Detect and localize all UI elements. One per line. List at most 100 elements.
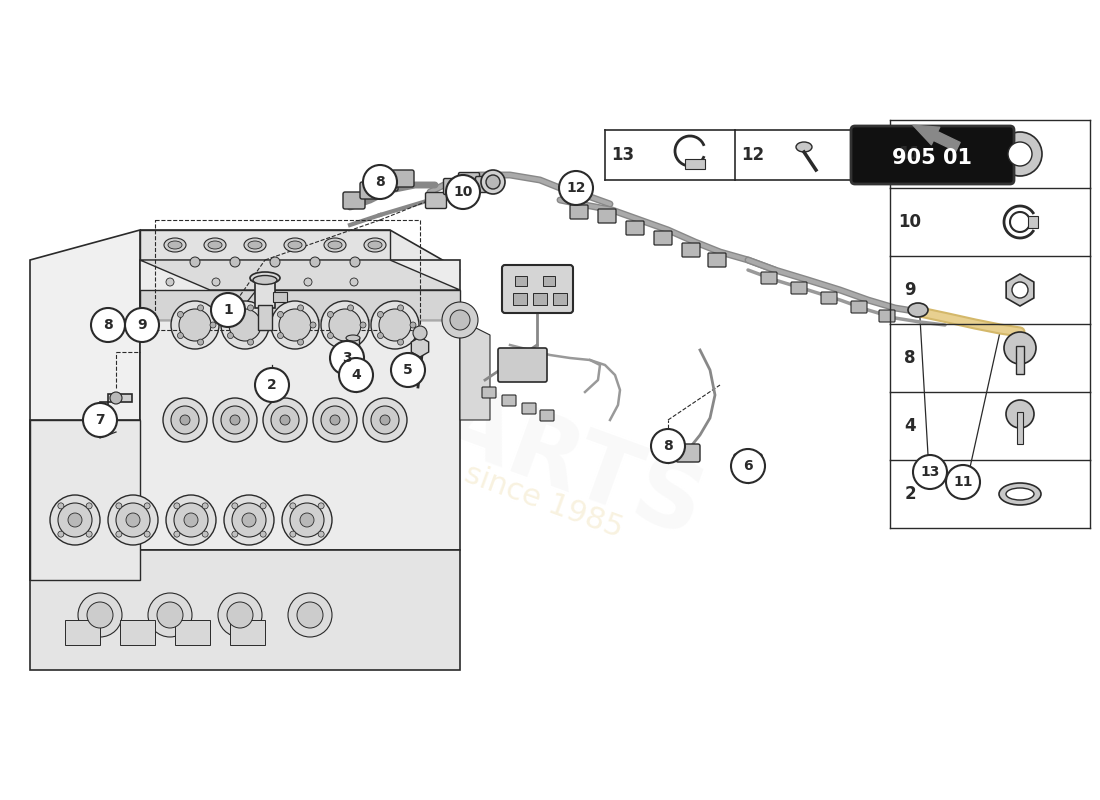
Circle shape bbox=[330, 415, 340, 425]
Text: 11: 11 bbox=[954, 475, 972, 489]
Circle shape bbox=[318, 503, 324, 509]
FancyBboxPatch shape bbox=[343, 192, 365, 209]
Circle shape bbox=[288, 593, 332, 637]
FancyBboxPatch shape bbox=[821, 292, 837, 304]
Circle shape bbox=[330, 341, 364, 375]
FancyBboxPatch shape bbox=[570, 205, 589, 219]
Ellipse shape bbox=[208, 241, 222, 249]
Circle shape bbox=[230, 257, 240, 267]
Circle shape bbox=[446, 175, 480, 209]
FancyBboxPatch shape bbox=[475, 177, 496, 193]
FancyBboxPatch shape bbox=[392, 170, 414, 187]
FancyBboxPatch shape bbox=[761, 272, 777, 284]
Circle shape bbox=[1006, 400, 1034, 428]
Circle shape bbox=[248, 305, 254, 311]
Circle shape bbox=[148, 593, 192, 637]
Bar bbox=[685, 159, 705, 169]
Text: 2: 2 bbox=[904, 485, 916, 503]
FancyBboxPatch shape bbox=[682, 243, 700, 257]
Circle shape bbox=[166, 278, 174, 286]
Circle shape bbox=[190, 257, 200, 267]
Polygon shape bbox=[140, 260, 460, 550]
Circle shape bbox=[290, 503, 296, 509]
Circle shape bbox=[86, 531, 92, 537]
Circle shape bbox=[228, 311, 233, 318]
Ellipse shape bbox=[164, 238, 186, 252]
Circle shape bbox=[227, 602, 253, 628]
Text: ELSI PARTS: ELSI PARTS bbox=[124, 265, 715, 555]
Polygon shape bbox=[30, 230, 140, 580]
Circle shape bbox=[58, 503, 64, 509]
Circle shape bbox=[371, 406, 399, 434]
Circle shape bbox=[450, 310, 470, 330]
Polygon shape bbox=[30, 420, 460, 670]
Text: 8: 8 bbox=[375, 175, 385, 189]
FancyBboxPatch shape bbox=[376, 174, 398, 191]
Circle shape bbox=[310, 322, 316, 328]
Circle shape bbox=[297, 602, 323, 628]
Circle shape bbox=[371, 301, 419, 349]
Polygon shape bbox=[30, 420, 140, 580]
Ellipse shape bbox=[244, 238, 266, 252]
Ellipse shape bbox=[999, 483, 1041, 505]
Bar bbox=[175, 620, 210, 645]
Circle shape bbox=[377, 311, 384, 318]
FancyBboxPatch shape bbox=[502, 395, 516, 406]
Polygon shape bbox=[100, 394, 132, 414]
Circle shape bbox=[360, 322, 366, 328]
Circle shape bbox=[946, 465, 980, 499]
Circle shape bbox=[213, 398, 257, 442]
FancyArrowPatch shape bbox=[913, 126, 960, 151]
Circle shape bbox=[87, 602, 113, 628]
Circle shape bbox=[280, 415, 290, 425]
Circle shape bbox=[177, 333, 184, 338]
FancyBboxPatch shape bbox=[459, 173, 480, 189]
Text: a part for parts since 1985: a part for parts since 1985 bbox=[233, 377, 627, 543]
Circle shape bbox=[228, 333, 233, 338]
Circle shape bbox=[290, 531, 296, 537]
Circle shape bbox=[271, 301, 319, 349]
Text: 4: 4 bbox=[904, 417, 916, 435]
Bar bbox=[65, 620, 100, 645]
Text: 8: 8 bbox=[103, 318, 113, 332]
Circle shape bbox=[86, 503, 92, 509]
Circle shape bbox=[179, 309, 211, 341]
Circle shape bbox=[270, 257, 280, 267]
Text: 3: 3 bbox=[342, 351, 352, 365]
Circle shape bbox=[116, 503, 150, 537]
Circle shape bbox=[379, 309, 411, 341]
Circle shape bbox=[412, 326, 427, 340]
Circle shape bbox=[260, 503, 266, 509]
Circle shape bbox=[232, 531, 238, 537]
Ellipse shape bbox=[250, 272, 280, 284]
Text: 6: 6 bbox=[744, 459, 752, 473]
Ellipse shape bbox=[364, 238, 386, 252]
Circle shape bbox=[218, 593, 262, 637]
Circle shape bbox=[339, 358, 373, 392]
Circle shape bbox=[350, 278, 358, 286]
Text: 5: 5 bbox=[403, 363, 412, 377]
Circle shape bbox=[163, 398, 207, 442]
Circle shape bbox=[174, 531, 180, 537]
Text: 13: 13 bbox=[612, 146, 635, 164]
Circle shape bbox=[110, 392, 122, 404]
Circle shape bbox=[221, 301, 270, 349]
FancyBboxPatch shape bbox=[791, 282, 807, 294]
Polygon shape bbox=[140, 290, 460, 320]
Bar bbox=[230, 620, 265, 645]
Circle shape bbox=[78, 593, 122, 637]
Circle shape bbox=[310, 257, 320, 267]
Bar bbox=[255, 278, 275, 308]
Circle shape bbox=[298, 339, 304, 345]
Circle shape bbox=[202, 503, 208, 509]
Bar bbox=[1018, 412, 1023, 444]
Bar bbox=[543, 276, 556, 286]
Circle shape bbox=[58, 503, 92, 537]
Circle shape bbox=[232, 503, 238, 509]
Circle shape bbox=[184, 513, 198, 527]
Polygon shape bbox=[140, 230, 390, 260]
Ellipse shape bbox=[796, 142, 812, 152]
Circle shape bbox=[363, 398, 407, 442]
Polygon shape bbox=[140, 230, 460, 270]
Text: 9: 9 bbox=[138, 318, 146, 332]
